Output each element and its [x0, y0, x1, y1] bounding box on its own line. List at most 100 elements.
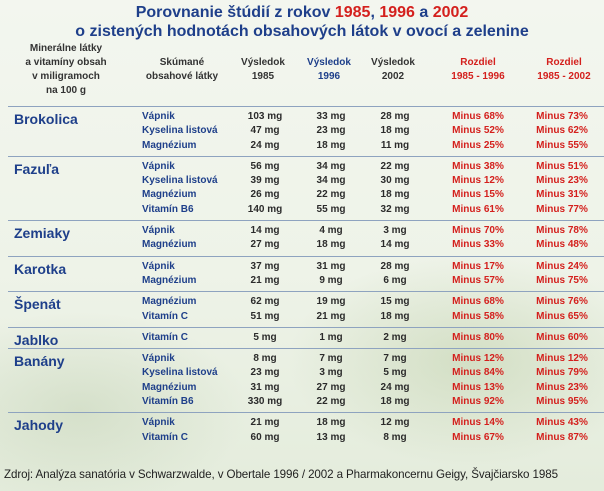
- diff-1985-1996-cell: Minus 38%: [452, 160, 504, 172]
- table-row: Vitamín B6 330 mg 22 mg 18 mg Minus 92% Minus…: [8, 394, 604, 410]
- substance-cell: Vitamín C: [142, 431, 188, 443]
- group-name: Karotka: [14, 260, 67, 277]
- value-1996-cell: 18 mg: [316, 239, 346, 251]
- value-1996-cell: 34 mg: [316, 175, 346, 187]
- substance-cell: Vápnik: [142, 260, 175, 272]
- group-name: Banány: [14, 353, 65, 370]
- value-1996-cell: 33 mg: [316, 111, 346, 122]
- table-row: Magnézium 21 mg 9 mg 6 mg Minus 57% Minus 75%: [8, 273, 604, 289]
- diff-1985-2002-cell: Minus 78%: [536, 225, 588, 237]
- table-row: Magnézium 62 mg 19 mg 15 mg Minus 68% Minus 7…: [8, 294, 604, 310]
- value-2002-cell: 30 mg: [380, 175, 410, 187]
- diff-1985-1996-cell: Minus 12%: [452, 353, 504, 365]
- value-1996-cell: 18 mg: [316, 417, 346, 429]
- substance-cell: Magnézium: [142, 239, 197, 251]
- substance-cell: Vápnik: [142, 160, 175, 172]
- substance-cell: Kyselina listová: [142, 175, 218, 187]
- header-result-1996: Výsledok 1996: [307, 57, 351, 82]
- substance-cell: Vápnik: [142, 353, 175, 365]
- value-2002-cell: 18 mg: [380, 310, 410, 322]
- header-result-2002: Výsledok 2002: [371, 57, 415, 82]
- value-2002-cell: 28 mg: [380, 260, 410, 272]
- diff-1985-2002-cell: Minus 48%: [536, 239, 588, 251]
- value-1996-cell: 34 mg: [316, 160, 346, 172]
- value-1996-cell: 18 mg: [316, 139, 346, 151]
- substance-cell: Vápnik: [142, 417, 175, 429]
- substance-cell: Vitamín C: [142, 331, 188, 343]
- value-2002-cell: 14 mg: [380, 239, 410, 251]
- header-diff-1985-2002: Rozdiel 1985 - 2002: [537, 57, 591, 82]
- value-1985-cell: 37 mg: [250, 260, 280, 272]
- diff-1985-1996-cell: Minus 92%: [452, 396, 504, 408]
- diff-1985-2002-cell: Minus 55%: [536, 139, 588, 151]
- diff-1985-1996-cell: Minus 14%: [452, 417, 504, 429]
- value-1996-cell: 13 mg: [316, 431, 346, 443]
- value-1996-cell: 23 mg: [316, 125, 346, 137]
- value-1985-cell: 60 mg: [250, 431, 280, 443]
- header-substances: Skúmané obsahové látky: [145, 57, 219, 82]
- table-row: Magnézium 24 mg 18 mg 11 mg Minus 25% Minus 5…: [8, 138, 604, 154]
- value-1996-cell: 1 mg: [319, 331, 343, 343]
- value-1985-cell: 21 mg: [250, 274, 280, 286]
- value-1996-cell: 22 mg: [316, 189, 346, 201]
- value-1985-cell: 103 mg: [247, 111, 283, 122]
- diff-1985-1996-cell: Minus 80%: [452, 331, 504, 343]
- table-row: Kyselina listová 47 mg 23 mg 18 mg Minus 52%…: [8, 123, 604, 139]
- header-minerals: Minerálne látky a vitamíny obsah v milig…: [25, 43, 107, 96]
- value-2002-cell: 32 mg: [380, 203, 410, 215]
- diff-1985-1996-cell: Minus 70%: [452, 225, 504, 237]
- group-name: Brokolica: [14, 111, 78, 127]
- value-1985-cell: 330 mg: [247, 396, 283, 408]
- value-1985-cell: 47 mg: [250, 125, 280, 137]
- group-name: Špenát: [14, 296, 61, 313]
- table-row: Magnézium 27 mg 18 mg 14 mg Minus 33% Minus 4…: [8, 237, 604, 253]
- value-1985-cell: 14 mg: [250, 225, 280, 237]
- value-1996-cell: 21 mg: [316, 310, 346, 322]
- diff-1985-2002-cell: Minus 51%: [536, 160, 588, 172]
- value-1996-cell: 19 mg: [316, 296, 346, 308]
- value-1985-cell: 56 mg: [250, 160, 280, 172]
- value-1985-cell: 27 mg: [250, 239, 280, 251]
- diff-1985-1996-cell: Minus 84%: [452, 367, 504, 379]
- table-row: Vitamín C 60 mg 13 mg 8 mg Minus 67% Minus 87…: [8, 430, 604, 446]
- value-2002-cell: 3 mg: [383, 225, 407, 237]
- diff-1985-1996-cell: Minus 58%: [452, 310, 504, 322]
- value-1985-cell: 62 mg: [250, 296, 280, 308]
- diff-1985-1996-cell: Minus 67%: [452, 431, 504, 443]
- value-1996-cell: 3 mg: [319, 367, 343, 379]
- diff-1985-2002-cell: Minus 43%: [536, 417, 588, 429]
- value-2002-cell: 7 mg: [383, 353, 407, 365]
- year-1996: 1996: [379, 4, 415, 21]
- substance-cell: Kyselina listová: [142, 367, 218, 379]
- value-1985-cell: 8 mg: [253, 353, 277, 365]
- source-footer: Zdroj: Analýza sanatória v Schwarzwalde,…: [4, 468, 558, 481]
- value-2002-cell: 8 mg: [383, 431, 407, 443]
- value-2002-cell: 28 mg: [380, 111, 410, 122]
- substance-cell: Vitamín B6: [142, 396, 194, 408]
- title-line-2: o zistených hodnotách obsahových látok v…: [75, 23, 529, 40]
- diff-1985-2002-cell: Minus 76%: [536, 296, 588, 308]
- diff-1985-2002-cell: Minus 31%: [536, 189, 588, 201]
- diff-1985-2002-cell: Minus 87%: [536, 431, 588, 443]
- group-name: Jablko: [14, 331, 59, 348]
- value-2002-cell: 2 mg: [383, 331, 407, 343]
- diff-1985-1996-cell: Minus 12%: [452, 175, 504, 187]
- value-1985-cell: 5 mg: [253, 331, 277, 343]
- table-row: Vápnik 8 mg 7 mg 7 mg Minus 12% Minus 12%: [8, 351, 604, 367]
- value-1996-cell: 55 mg: [316, 203, 346, 215]
- group-1: Fazuľa Vápnik 56 mg 34 mg 22 mg Minus 38% Minu…: [8, 155, 604, 221]
- diff-1985-2002-cell: Minus 60%: [536, 331, 588, 343]
- group-2: Zemiaky Vápnik 14 mg 4 mg 3 mg Minus 70% Minus…: [8, 220, 604, 257]
- diff-1985-2002-cell: Minus 75%: [536, 274, 588, 286]
- group-6: Banány Vápnik 8 mg 7 mg 7 mg Minus 12% Minus 1…: [8, 348, 604, 413]
- table-row: Vitamín B6 140 mg 55 mg 32 mg Minus 61% Minus…: [8, 202, 604, 218]
- substance-cell: Vápnik: [142, 225, 175, 237]
- substance-cell: Vitamín C: [142, 310, 188, 322]
- diff-1985-2002-cell: Minus 62%: [536, 125, 588, 137]
- group-5: Jablko Vitamín C 5 mg 1 mg 2 mg Minus 80% Minu…: [8, 326, 604, 349]
- table-row: Kyselina listová 39 mg 34 mg 30 mg Minus 12%…: [8, 173, 604, 189]
- title-line-1: Porovnanie štúdií z rokov 1985, 1996 a 2…: [135, 4, 469, 21]
- value-1996-cell: 9 mg: [319, 274, 343, 286]
- value-1985-cell: 24 mg: [250, 139, 280, 151]
